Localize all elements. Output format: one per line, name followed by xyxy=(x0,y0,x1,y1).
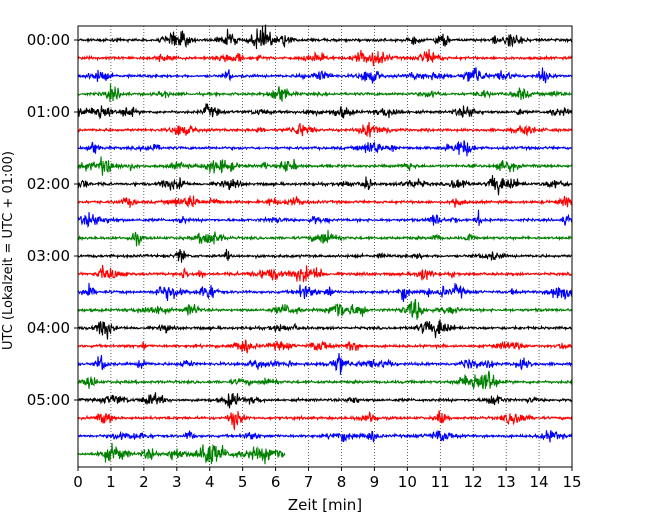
x-tick-label: 13 xyxy=(497,473,516,491)
trace-row-0115 xyxy=(77,121,573,138)
trace-row-0345 xyxy=(77,299,573,320)
trace-row-0415 xyxy=(77,339,573,354)
trace-row-0245 xyxy=(77,229,573,247)
trace-row-0545 xyxy=(77,442,286,465)
trace-row-0530 xyxy=(78,430,573,443)
x-tick-label: 4 xyxy=(205,473,215,491)
x-tick-label: 1 xyxy=(106,473,116,491)
x-tick-label: 8 xyxy=(337,473,347,491)
x-tick-label: 9 xyxy=(370,473,380,491)
x-tick-label: 2 xyxy=(139,473,149,491)
seismic-traces xyxy=(77,24,573,465)
x-axis-label: Zeit [min] xyxy=(288,496,362,514)
y-tick-label: 04:00 xyxy=(27,319,70,337)
y-axis-label: UTC (Lokalzeit = UTC + 01:00) xyxy=(1,151,16,350)
y-tick-label: 03:00 xyxy=(27,247,70,265)
x-tick-label: 6 xyxy=(271,473,281,491)
trace-row-0130 xyxy=(77,140,573,157)
x-tick-label: 10 xyxy=(398,473,417,491)
trace-row-0230 xyxy=(77,209,573,228)
y-tick-label: 00:00 xyxy=(27,31,70,49)
x-tick-label: 11 xyxy=(431,473,450,491)
y-axis-ticks: 00:00 01:00 02:00 03:00 04:00 05:00 xyxy=(27,31,78,409)
y-tick-label: 05:00 xyxy=(27,391,70,409)
x-tick-label: 7 xyxy=(304,473,314,491)
x-tick-label: 3 xyxy=(172,473,182,491)
trace-row-0315 xyxy=(77,264,573,283)
trace-row-0015 xyxy=(77,48,573,67)
trace-row-0145 xyxy=(77,156,573,176)
trace-row-0400 xyxy=(77,319,573,340)
x-tick-label: 14 xyxy=(530,473,549,491)
trace-row-0500 xyxy=(77,392,572,409)
y-tick-label: 02:00 xyxy=(27,175,70,193)
trace-row-0000 xyxy=(77,24,573,50)
x-axis-ticks: 0 1 2 3 4 5 6 7 8 9 10 11 12 13 14 15 xyxy=(73,467,582,491)
x-tick-label: 15 xyxy=(562,473,581,491)
x-tick-label: 5 xyxy=(238,473,248,491)
trace-row-0100 xyxy=(77,103,573,120)
trace-row-0515 xyxy=(77,410,573,431)
trace-row-0445 xyxy=(77,370,573,390)
trace-row-0045 xyxy=(77,83,573,102)
trace-row-0200 xyxy=(77,175,573,196)
trace-row-0030 xyxy=(77,67,573,84)
y-tick-label: 01:00 xyxy=(27,103,70,121)
plot-frame xyxy=(77,25,573,468)
trace-row-0330 xyxy=(77,282,573,303)
x-tick-label: 12 xyxy=(464,473,483,491)
trace-row-0215 xyxy=(77,195,573,208)
x-tick-label: 0 xyxy=(73,473,83,491)
trace-row-0430 xyxy=(77,352,573,375)
trace-row-0300 xyxy=(77,248,573,263)
